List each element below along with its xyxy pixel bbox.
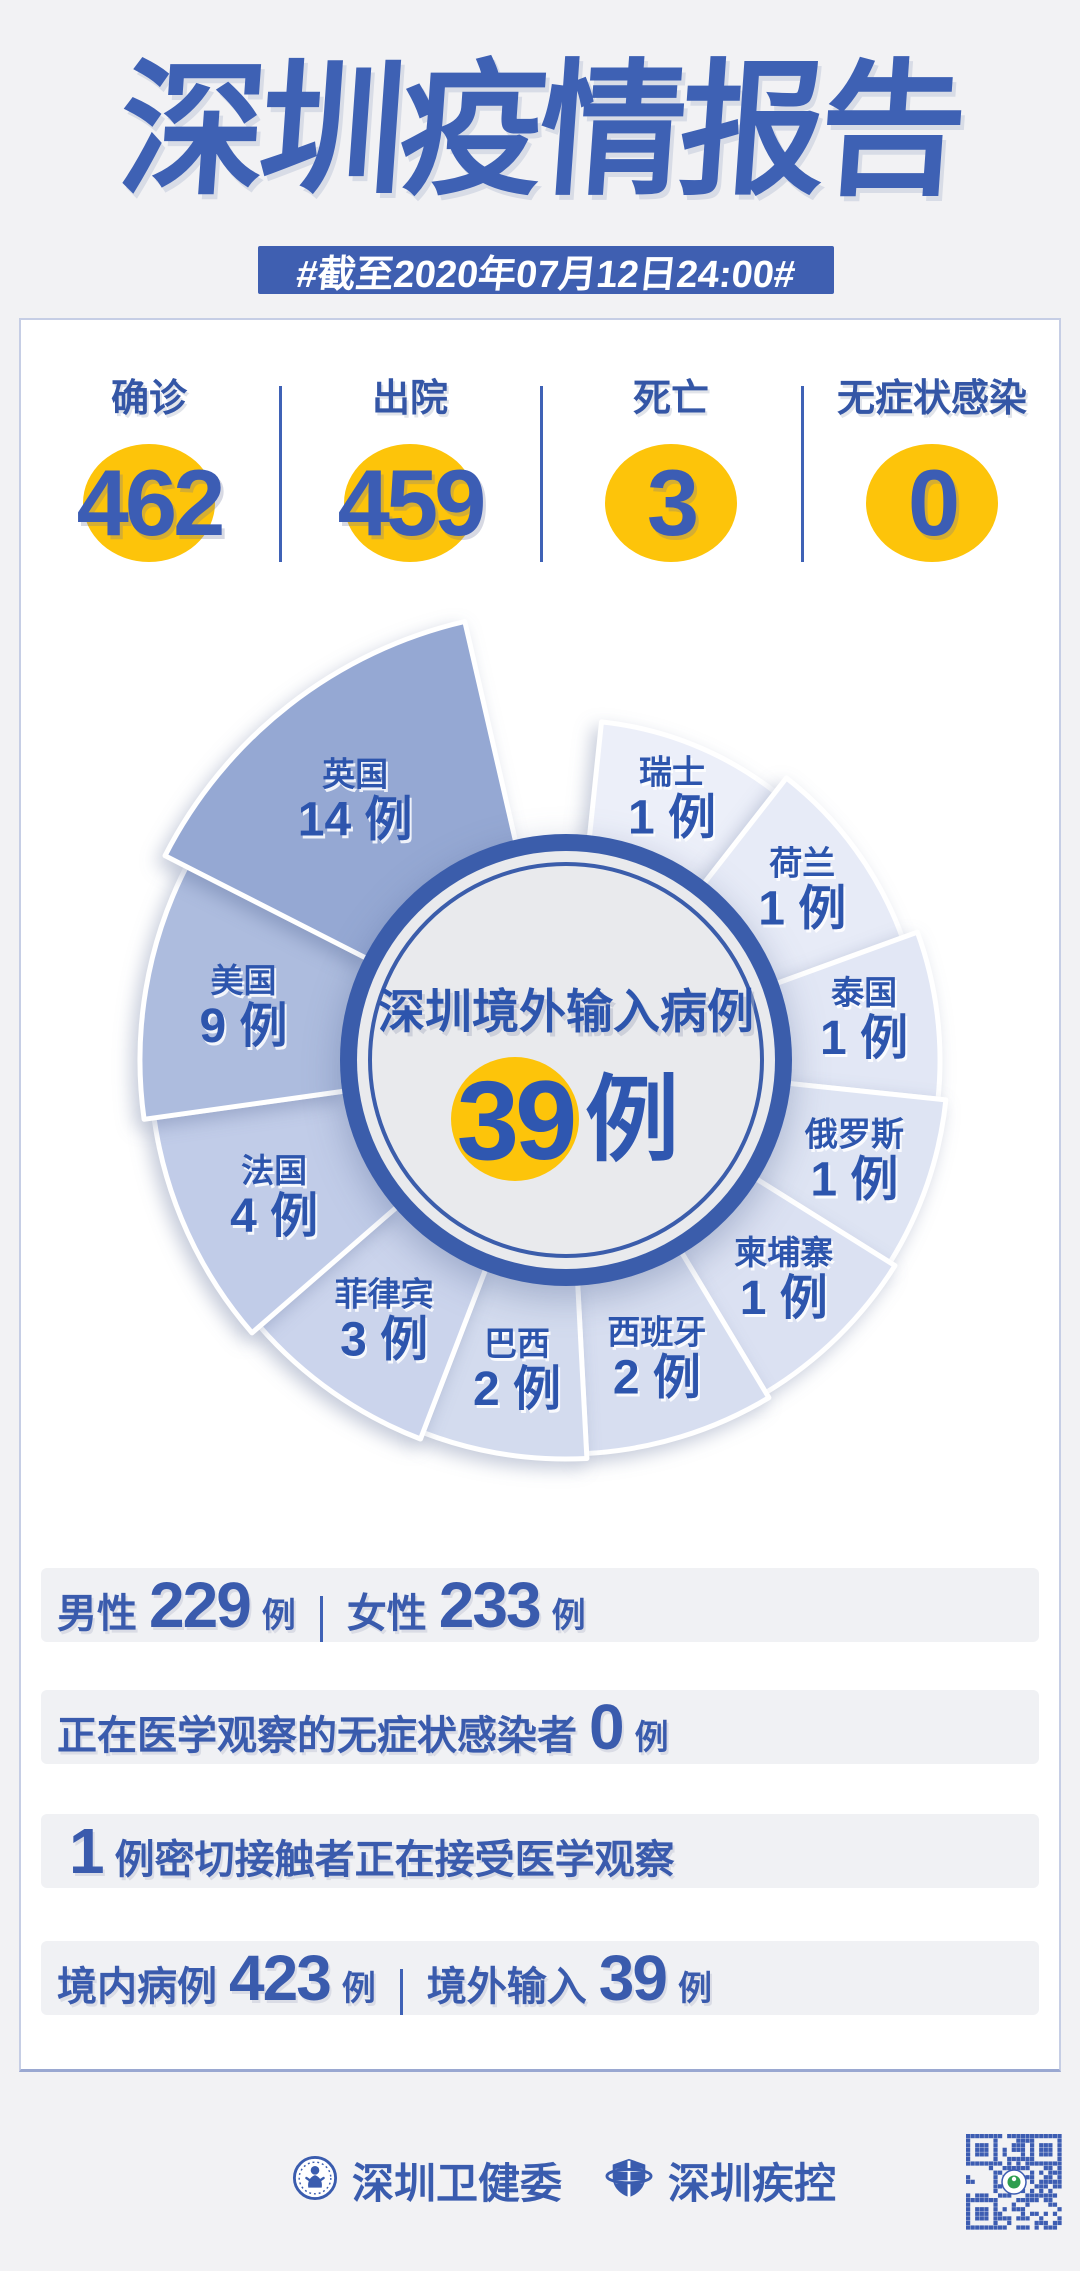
band-text: 423: [229, 1942, 332, 2014]
stat-discharged-label: 出院: [371, 378, 448, 420]
band-case-origin: 境内病例 423 例境外输入 39 例: [41, 1941, 1039, 2015]
band-text: 233: [438, 1569, 542, 1641]
band-divider: [399, 1968, 403, 2015]
date-banner: #截至2020年07月12日24:00#: [258, 246, 834, 296]
page-title: 深圳疫情报告: [114, 49, 966, 212]
stat-deaths: 死亡 3: [541, 378, 801, 562]
stat-confirmed-label: 确诊: [110, 378, 187, 420]
footer-org-cdc-label: 深圳疾控: [668, 2159, 837, 2207]
footer-org-wjw: 深圳卫健委: [292, 2155, 562, 2207]
qr-code: [966, 2132, 1062, 2232]
stat-divider: [279, 386, 282, 562]
stat-asymptomatic: 无症状感染 0: [802, 378, 1062, 562]
band-text: 例密切接触者正在接受医学观察: [114, 1838, 675, 1882]
shenzhen-health-commission-logo-icon: [292, 2155, 338, 2206]
date-banner-text: #截至2020年07月12日24:00#: [294, 253, 797, 296]
stat-asymptomatic-bubble: 0: [866, 444, 998, 562]
report-card: [19, 318, 1061, 2072]
stat-discharged-value: 459: [337, 450, 487, 555]
band-text: 例: [261, 1597, 296, 1635]
stat-divider: [540, 386, 543, 562]
stat-divider: [801, 386, 804, 562]
stat-deaths-label: 死亡: [632, 378, 709, 420]
shenzhen-cdc-logo-icon: [604, 2155, 654, 2206]
band-text: 女性: [346, 1592, 427, 1636]
band-divider: [319, 1595, 323, 1642]
stat-discharged: 出院 459: [280, 378, 540, 562]
band-text: 1: [69, 1815, 105, 1887]
stat-deaths-bubble: 3: [605, 444, 737, 562]
stat-asymptomatic-label: 无症状感染: [836, 378, 1027, 420]
band-text: 男性: [57, 1592, 137, 1636]
stat-asymptomatic-value: 0: [907, 450, 960, 555]
stat-deaths-value: 3: [646, 450, 699, 555]
band-text: 例: [634, 1719, 669, 1757]
band-text: 39: [598, 1942, 668, 2014]
stat-discharged-bubble: 459: [338, 444, 486, 562]
band-observation: 正在医学观察的无症状感染者 0 例: [41, 1690, 1039, 1764]
band-text: 229: [149, 1569, 252, 1641]
band-text: 例: [677, 1970, 712, 2008]
band-text: 例: [551, 1597, 586, 1635]
stat-confirmed-bubble: 462: [77, 444, 225, 562]
band-gender: 男性 229 例女性 233 例: [41, 1568, 1039, 1642]
band-close-contact: 1 例密切接触者正在接受医学观察: [41, 1814, 1039, 1888]
stat-confirmed-value: 462: [76, 450, 226, 555]
footer-org-cdc: 深圳疾控: [604, 2155, 836, 2207]
stat-confirmed: 确诊 462: [19, 378, 279, 562]
band-text: 境外输入: [426, 1965, 587, 2009]
band-text: 正在医学观察的无症状感染者: [57, 1714, 577, 1758]
band-text: 0: [589, 1691, 625, 1763]
footer-org-wjw-label: 深圳卫健委: [352, 2159, 563, 2207]
band-text: 例: [341, 1970, 376, 2008]
band-text: 境内病例: [57, 1965, 217, 2009]
